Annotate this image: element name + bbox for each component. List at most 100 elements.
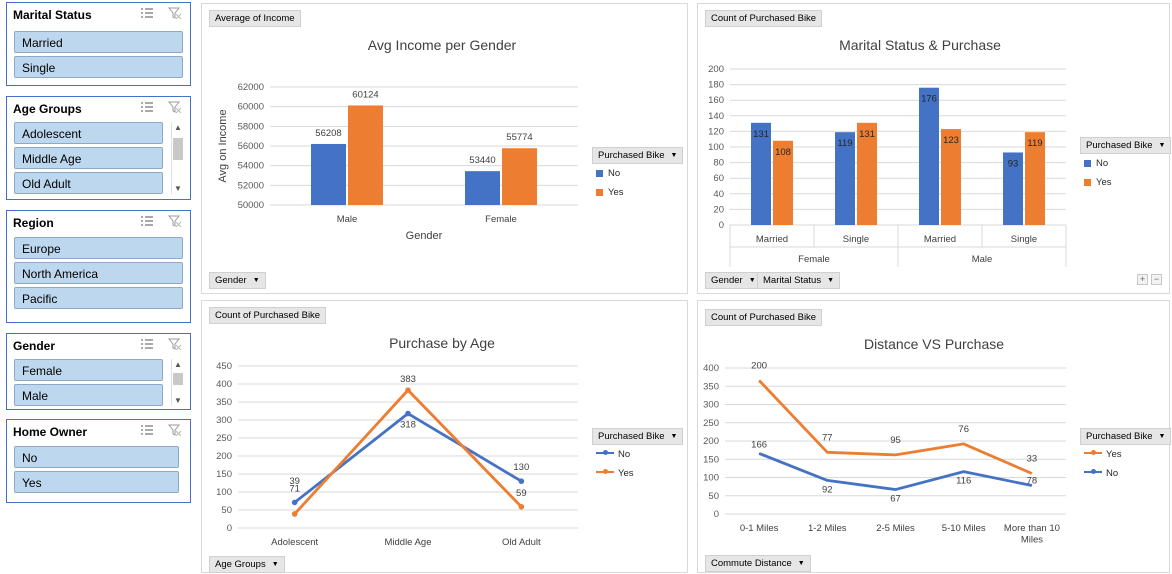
bar-yes — [348, 105, 383, 205]
clear-filter-icon[interactable] — [168, 424, 182, 436]
x-tick-label: 0-1 Miles — [740, 523, 779, 534]
multi-select-icon[interactable] — [140, 101, 154, 113]
data-point — [405, 387, 411, 393]
x-tick-label: Married — [924, 234, 956, 245]
legend: No Yes — [1080, 156, 1170, 196]
value-field-button[interactable]: Count of Purchased Bike — [705, 10, 823, 27]
clear-filter-icon[interactable] — [168, 101, 182, 113]
legend-field-button[interactable]: Purchased Bike ▼ — [1080, 137, 1172, 154]
y-tick-label: 400 — [216, 379, 232, 390]
y-tick-label: 52000 — [238, 180, 264, 191]
slicer-item-married[interactable]: Married — [14, 31, 183, 53]
y-tick-label: 350 — [703, 381, 719, 392]
collapse-icon[interactable]: − — [1151, 274, 1162, 285]
multi-select-icon[interactable] — [140, 424, 154, 436]
slicer-title: Marital Status — [13, 8, 92, 22]
scroll-down-icon[interactable]: ▼ — [174, 396, 182, 405]
data-label: 383 — [400, 374, 416, 385]
data-label: 93 — [1008, 158, 1019, 169]
gender-field-button[interactable]: Gender ▼ — [209, 272, 266, 289]
slicer-item-male[interactable]: Male — [14, 384, 163, 406]
y-tick-label: 62000 — [238, 82, 264, 93]
data-point — [518, 478, 525, 484]
slicer-item-adolescent[interactable]: Adolescent — [14, 122, 163, 144]
scroll-up-icon[interactable]: ▲ — [174, 360, 182, 369]
dropdown-icon: ▼ — [748, 277, 756, 284]
x-axis-label: Gender — [406, 230, 443, 242]
chart-avg-income[interactable]: Average of Income Avg Income per Gender 5… — [201, 3, 688, 294]
legend-field-button[interactable]: Purchased Bike ▼ — [592, 428, 684, 445]
slicer-item-north-america[interactable]: North America — [14, 262, 183, 284]
slicer-item-single[interactable]: Single — [14, 56, 183, 78]
legend: No Yes — [592, 447, 682, 487]
slicer-title: Region — [13, 216, 54, 230]
chart-distance-purchase[interactable]: Count of Purchased Bike Distance VS Purc… — [697, 300, 1172, 573]
data-label: 71 — [289, 483, 300, 494]
x-tick-label: 1-2 Miles — [808, 523, 847, 534]
y-tick-label: 150 — [703, 454, 719, 465]
income-bar-chart: Avg Income per Gender 50000 52000 54000 5600… — [217, 37, 578, 242]
y-tick-label: 0 — [227, 523, 232, 534]
slicer-item-old-adult[interactable]: Old Adult — [14, 172, 163, 194]
y-tick-label: 150 — [216, 469, 232, 480]
y-tick-label: 56000 — [238, 141, 264, 152]
data-label: 55774 — [506, 132, 532, 143]
slicer-item-female[interactable]: Female — [14, 359, 163, 381]
data-label: 60124 — [352, 89, 378, 100]
scroll-up-icon[interactable]: ▲ — [174, 123, 182, 132]
data-label: 166 — [751, 439, 767, 450]
slicer-item-pacific[interactable]: Pacific — [14, 287, 183, 309]
legend-field-button[interactable]: Purchased Bike ▼ — [592, 147, 684, 164]
series-line-no — [758, 452, 1033, 491]
data-point — [291, 511, 298, 517]
y-tick-label: 200 — [216, 451, 232, 462]
clear-filter-icon[interactable] — [168, 338, 182, 350]
y-tick-label: 200 — [708, 64, 724, 75]
data-point — [518, 503, 525, 510]
dropdown-icon: ▼ — [252, 277, 260, 284]
slicer-gender: Gender Female Male ▲ ▼ — [6, 333, 191, 410]
y-tick-label: 300 — [703, 400, 719, 411]
value-field-button[interactable]: Count of Purchased Bike — [209, 307, 327, 324]
clear-filter-icon[interactable] — [168, 215, 182, 227]
bar-no — [835, 132, 855, 225]
clear-filter-icon[interactable] — [168, 7, 182, 19]
slicer-title: Gender — [13, 339, 56, 353]
slicer-item-yes[interactable]: Yes — [14, 471, 179, 493]
bar-yes — [502, 148, 537, 205]
legend-field-button[interactable]: Purchased Bike ▼ — [1080, 428, 1172, 445]
chart-purchase-by-age[interactable]: Count of Purchased Bike Purchase by Age 0… — [201, 300, 688, 573]
value-field-button[interactable]: Count of Purchased Bike — [705, 309, 823, 326]
slicer-item-europe[interactable]: Europe — [14, 237, 183, 259]
bar-yes — [857, 122, 877, 225]
group-label: Female — [798, 254, 830, 265]
chart-marital-purchase[interactable]: Count of Purchased Bike Marital Status &… — [697, 3, 1172, 294]
y-tick-label: 54000 — [238, 161, 264, 172]
y-tick-label: 80 — [713, 158, 724, 169]
y-tick-label: 100 — [216, 487, 232, 498]
value-field-button[interactable]: Average of Income — [209, 10, 301, 27]
expand-icon[interactable]: + — [1137, 274, 1148, 285]
commute-distance-field-button[interactable]: Commute Distance ▼ — [705, 555, 811, 572]
multi-select-icon[interactable] — [140, 338, 154, 350]
multi-select-icon[interactable] — [140, 7, 154, 19]
data-label: 33 — [1027, 453, 1038, 464]
age-groups-field-button[interactable]: Age Groups ▼ — [209, 556, 285, 573]
dropdown-icon: ▼ — [271, 561, 279, 568]
gender-field-button[interactable]: Gender ▼ — [705, 272, 762, 289]
data-label: 200 — [751, 360, 767, 371]
scroll-down-icon[interactable]: ▼ — [174, 184, 182, 193]
slicer-item-middle-age[interactable]: Middle Age — [14, 147, 163, 169]
marital-status-field-button[interactable]: Marital Status ▼ — [757, 272, 841, 289]
y-tick-label: 60 — [713, 173, 724, 184]
slicer-item-no[interactable]: No — [14, 446, 179, 468]
legend-item-no: No — [1084, 158, 1108, 169]
y-tick-label: 40 — [713, 189, 724, 200]
multi-select-icon[interactable] — [140, 215, 154, 227]
data-label: 119 — [1027, 138, 1042, 149]
slicer-home-owner: Home Owner No Yes — [6, 419, 191, 503]
data-label: 56208 — [315, 128, 341, 139]
slicer-scrollbar[interactable]: ▲ ▼ — [171, 359, 184, 406]
slicer-scrollbar[interactable]: ▲ ▼ — [171, 122, 184, 194]
slicer-marital-status: Marital Status Married Single — [6, 2, 191, 86]
